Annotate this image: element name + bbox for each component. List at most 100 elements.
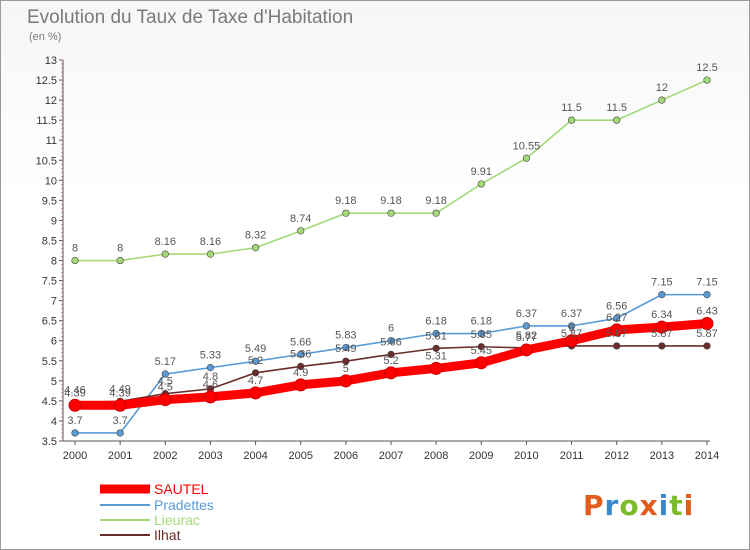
data-label: 5.66: [290, 336, 311, 348]
y-tick-label: 10: [45, 175, 57, 187]
chart-title: Evolution du Taux de Taxe d'Habitation: [27, 7, 354, 28]
data-point: [342, 343, 350, 352]
data-point: [658, 96, 666, 104]
data-point: [206, 250, 215, 258]
data-point: [251, 369, 260, 377]
x-tick-label: 2001: [108, 450, 132, 462]
data-point: [297, 350, 305, 358]
y-tick-label: 9: [51, 215, 57, 227]
data-point: [71, 429, 79, 437]
x-tick-label: 2008: [424, 450, 448, 462]
data-label: 5.33: [200, 350, 221, 362]
legend-label-ilhat: Ilhat: [154, 527, 181, 543]
data-label: 5.85: [471, 329, 492, 341]
data-label: 5.17: [155, 356, 176, 368]
data-point: [700, 316, 714, 330]
x-tick-label: 2006: [334, 450, 358, 462]
data-label: 3.7: [67, 415, 82, 427]
data-point: [703, 342, 711, 350]
data-label: 5.87: [696, 328, 717, 340]
data-label: 9.91: [471, 166, 492, 178]
data-label: 4.39: [109, 387, 130, 399]
x-tick-label: 2004: [243, 450, 267, 462]
data-label: 12: [656, 82, 668, 94]
x-tick-label: 2003: [198, 450, 222, 462]
y-tick-label: 3.5: [42, 436, 57, 448]
data-point: [384, 366, 398, 380]
y-tick-label: 13: [45, 55, 57, 67]
brand-letter: t: [669, 489, 684, 522]
data-label: 5.77: [516, 332, 537, 344]
data-point: [113, 398, 127, 412]
legend-label-pradettes: Pradettes: [154, 497, 214, 513]
data-label: 5.31: [425, 350, 446, 362]
y-tick-label: 9.5: [42, 195, 57, 207]
data-label: 11.5: [561, 102, 582, 114]
y-tick-label: 7.5: [42, 276, 57, 288]
data-point: [339, 374, 353, 388]
y-tick-label: 11: [46, 135, 57, 147]
y-tick-label: 10.5: [36, 155, 57, 167]
data-point: [658, 291, 666, 299]
data-label: 6.56: [606, 300, 627, 312]
legend-label-lieurac: Lieurac: [154, 512, 200, 528]
data-point: [387, 350, 395, 358]
data-point: [522, 322, 531, 330]
data-label: 6.18: [471, 316, 492, 328]
data-point: [251, 244, 260, 252]
data-label: 4.5: [158, 376, 173, 388]
data-point: [477, 180, 485, 188]
data-label: 8: [72, 243, 78, 255]
data-label: 4.39: [64, 387, 85, 399]
brand-letter: o: [619, 489, 640, 522]
y-tick-label: 4.5: [42, 396, 57, 408]
data-label: 5.87: [606, 328, 627, 340]
data-label: 12.5: [696, 62, 717, 74]
brand-letter: P: [583, 489, 605, 522]
y-tick-label: 8: [51, 256, 57, 268]
data-point: [703, 291, 711, 299]
data-label: 6.18: [425, 316, 446, 328]
data-label: 8: [117, 243, 123, 255]
data-label: 6.34: [651, 309, 672, 321]
data-label: 4.46: [64, 384, 85, 396]
data-point: [613, 314, 621, 322]
data-label: 5.45: [471, 345, 492, 357]
data-label: 5.87: [561, 328, 582, 340]
x-tick-label: 2013: [650, 450, 674, 462]
data-point: [474, 356, 488, 370]
data-label: 7.15: [696, 277, 717, 289]
data-label: 4.7: [248, 375, 263, 387]
x-tick-label: 2011: [560, 450, 584, 462]
x-tick-label: 2000: [63, 450, 87, 462]
x-tick-label: 2014: [695, 450, 719, 462]
data-label: 5.82: [516, 330, 537, 342]
data-point: [116, 256, 124, 265]
data-label: 3.7: [112, 415, 127, 427]
y-tick-label: 4: [51, 416, 57, 428]
data-point: [294, 378, 308, 392]
brand-letter: i: [683, 489, 695, 522]
data-point: [68, 398, 82, 412]
data-label: 6.27: [606, 312, 627, 324]
data-point: [161, 370, 169, 378]
data-point: [613, 342, 621, 350]
y-tick-label: 6: [51, 336, 57, 348]
x-tick-label: 2002: [153, 450, 177, 462]
data-point: [297, 227, 305, 235]
data-label: 6.43: [696, 305, 717, 317]
data-label: 5.36: [290, 348, 311, 360]
data-label: 8.74: [290, 213, 311, 225]
brand-letter: i: [658, 489, 670, 522]
data-point: [71, 256, 79, 265]
data-label: 8.16: [155, 236, 176, 248]
y-tick-label: 5.5: [42, 356, 57, 368]
data-point: [477, 329, 485, 338]
data-point: [203, 390, 217, 404]
data-point: [432, 344, 440, 352]
data-label: 4.49: [109, 383, 130, 395]
data-label: 9.18: [335, 195, 356, 207]
data-point: [655, 320, 669, 334]
axes: 3.5 4 4.5 5 5.5 6 6.5 7 7.5 8 8.5 9 9.5 10 10.5 11 11.5 1…: [36, 55, 720, 462]
